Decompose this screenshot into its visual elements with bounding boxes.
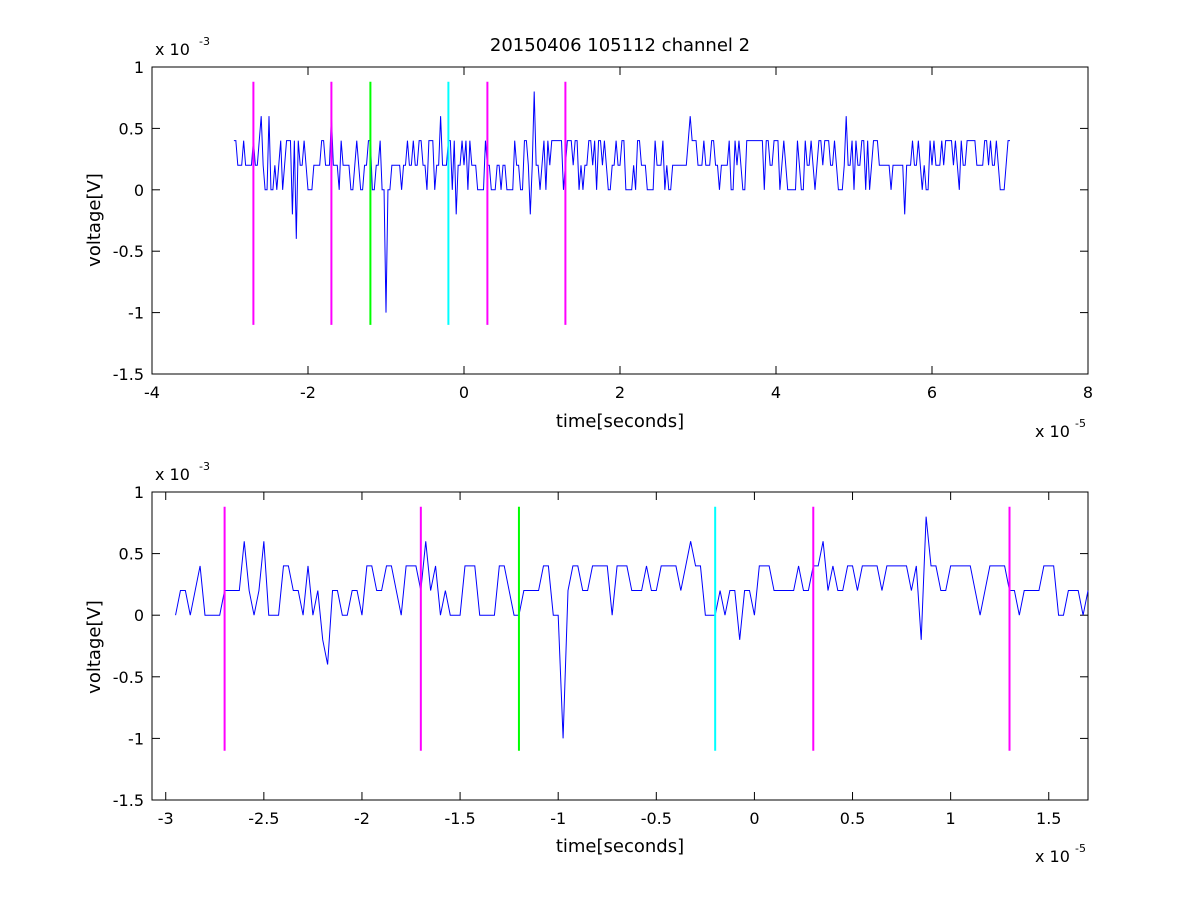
plot-1-y-tick-label: -1 xyxy=(128,304,144,323)
plot-2-signal-line xyxy=(175,516,1089,739)
plot-1-x-tick-label: 6 xyxy=(927,383,937,402)
plot-1-x-scale: x 10 -5 xyxy=(1035,417,1086,441)
plot-2-x-tick-label: 1.5 xyxy=(1036,809,1061,828)
plot-1-y-scale-label: x 10 xyxy=(155,40,190,59)
plot-1-x-tick-label: 2 xyxy=(615,383,625,402)
plot-2-y-tick-label: -1 xyxy=(128,729,144,748)
plot-2-x-tick-label: -2 xyxy=(354,809,370,828)
plot-1-ylabel: voltage[V] xyxy=(84,173,105,267)
plot-2-axes-box xyxy=(151,491,1089,801)
plot-2-y-tick-label: -0.5 xyxy=(113,668,144,687)
plot-1-y-scale: x 10 -3 xyxy=(155,35,210,59)
plot-2-y-tick-label: 1 xyxy=(134,483,144,502)
plot-2-x-tick-label: -3 xyxy=(158,809,174,828)
plot-1-y-tick-label: 0 xyxy=(134,181,144,200)
plot-1-y-scale-exp: -3 xyxy=(199,35,210,48)
plot-1-x-tick-label: -2 xyxy=(300,383,316,402)
plot-2-x-tick-label: -2.5 xyxy=(248,809,279,828)
plot-2-y-scale-label: x 10 xyxy=(155,465,190,484)
plot-2-ylabel: voltage[V] xyxy=(84,600,105,694)
plot-1-y-tick-label: -1.5 xyxy=(113,365,144,384)
plot-1-x-scale-exp: -5 xyxy=(1075,417,1086,430)
plot-1-title: 20150406 105112 channel 2 xyxy=(490,35,750,56)
plot-2: -3 -2.5 -2 -1.5 -1 -0.5 0 0.5 1 1.5 1 0.5 0 -0.5 -1 -1.… xyxy=(113,483,1089,828)
plot-2-y-tick-label: 0 xyxy=(134,606,144,625)
plot-2-x-tick-label: -1 xyxy=(550,809,566,828)
plot-2-xlabel: time[seconds] xyxy=(556,836,684,857)
plot-2-x-scale: x 10 -5 xyxy=(1035,842,1086,866)
plot-1-x-tick-label: 8 xyxy=(1083,383,1093,402)
plot-2-x-scale-exp: -5 xyxy=(1075,842,1086,855)
plot-2-y-scale: x 10 -3 xyxy=(155,460,210,484)
plot-2-x-scale-label: x 10 xyxy=(1035,847,1070,866)
plot-1-x-scale-label: x 10 xyxy=(1035,422,1070,441)
plot-2-y-tick-label: 0.5 xyxy=(119,545,144,564)
plot-1-y-tick-label: -0.5 xyxy=(113,242,144,261)
plot-2-y-scale-exp: -3 xyxy=(199,460,210,473)
plot-2-x-tick-label: -1.5 xyxy=(444,809,475,828)
plot-1-axes-box xyxy=(151,66,1089,375)
plot-1-xlabel: time[seconds] xyxy=(556,411,684,432)
plot-2-y-tick-label: -1.5 xyxy=(113,791,144,810)
plot-1-x-tick-label: 4 xyxy=(771,383,781,402)
plot-1-y-tick-label: 1 xyxy=(134,58,144,77)
plot-1-signal-line xyxy=(233,91,1010,313)
plot-1-y-tick-label: 0.5 xyxy=(119,119,144,138)
plot-1-x-tick-label: -4 xyxy=(144,383,160,402)
plot-1: -4 -2 0 2 4 6 8 1 0.5 0 -0.5 -1 -1.5 xyxy=(113,58,1093,402)
plot-2-x-tick-label: 0.5 xyxy=(840,809,865,828)
plot-2-x-tick-label: 1 xyxy=(946,809,956,828)
plot-1-x-tick-label: 0 xyxy=(459,383,469,402)
plot-2-x-tick-label: 0 xyxy=(749,809,759,828)
plot-2-x-tick-label: -0.5 xyxy=(641,809,672,828)
